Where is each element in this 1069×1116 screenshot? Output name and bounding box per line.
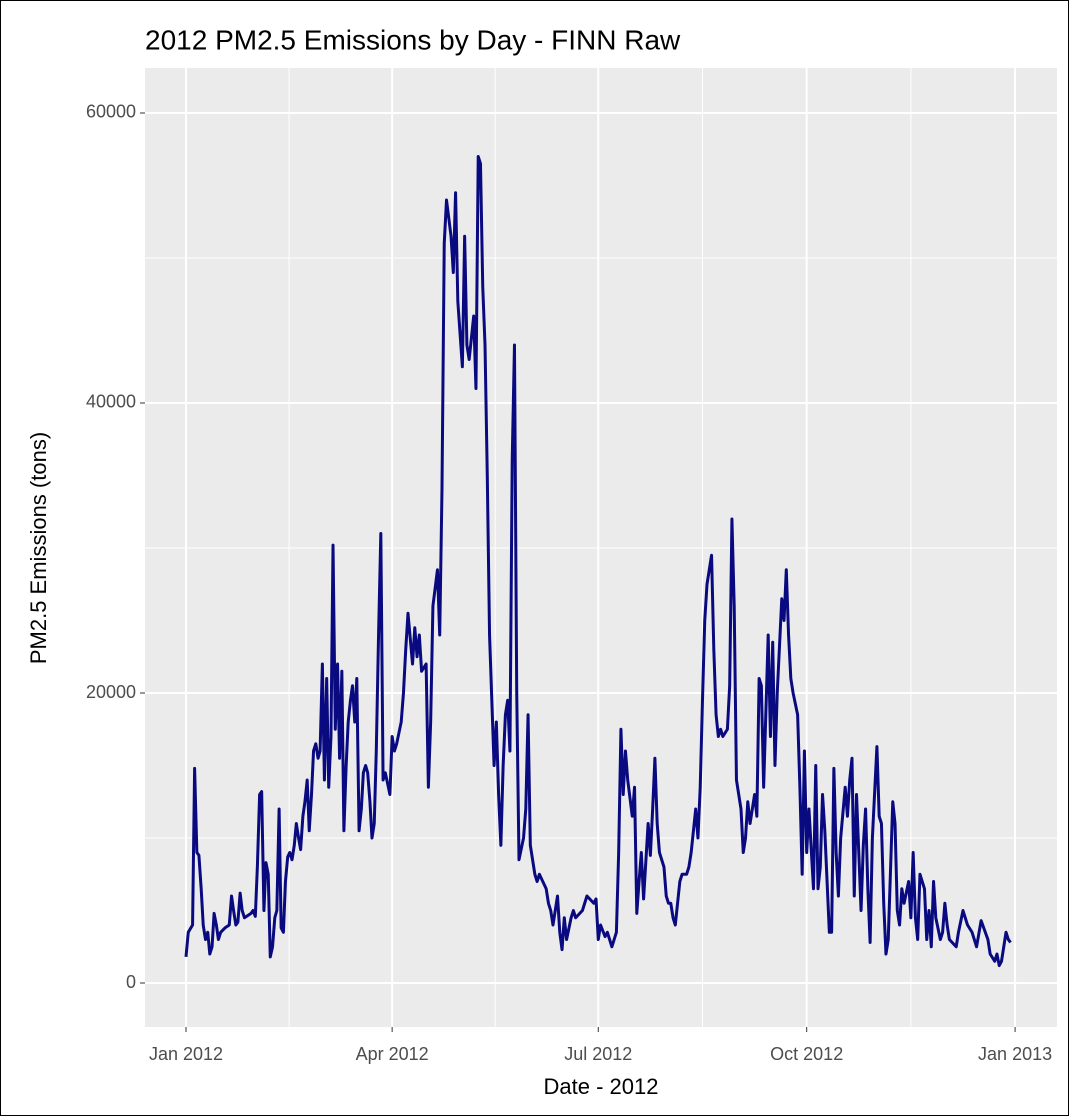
chart-title: 2012 PM2.5 Emissions by Day - FINN Raw [145, 24, 681, 55]
y-tick-label: 20000 [86, 682, 136, 702]
x-tick-label: Oct 2012 [770, 1044, 843, 1064]
y-axis-label: PM2.5 Emissions (tons) [26, 432, 51, 664]
marks [184, 154, 1012, 968]
x-tick-label: Jan 2012 [149, 1044, 223, 1064]
data-line [184, 154, 1012, 968]
x-axis-label: Date - 2012 [544, 1074, 659, 1099]
plot-panel [145, 68, 1057, 1027]
y-tick-label: 40000 [86, 392, 136, 412]
x-tick-label: Jan 2013 [978, 1044, 1052, 1064]
x-tick-label: Jul 2012 [564, 1044, 632, 1064]
grid [145, 68, 1057, 1027]
x-tick-label: Apr 2012 [356, 1044, 429, 1064]
y-tick-label: 0 [126, 972, 136, 992]
y-tick-label: 60000 [86, 102, 136, 122]
